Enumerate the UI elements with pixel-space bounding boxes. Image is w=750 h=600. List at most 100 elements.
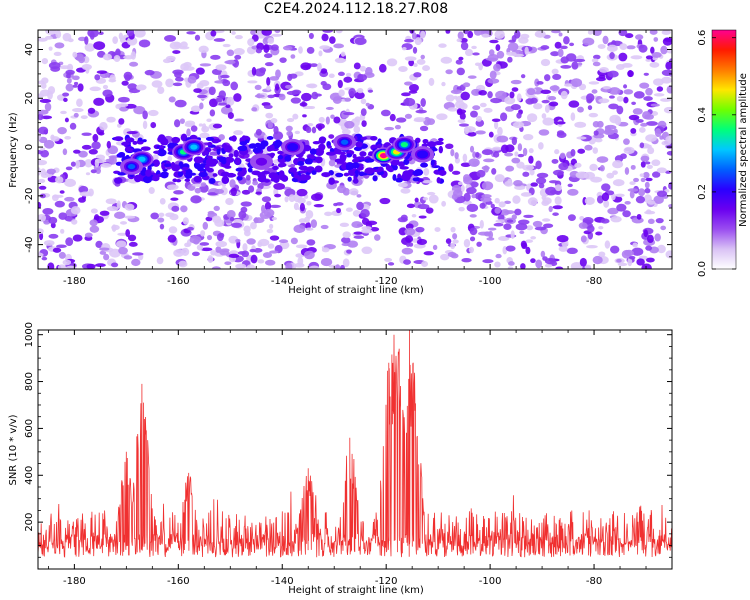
- heatmap-cell: [469, 236, 476, 242]
- heatmap-cell: [352, 209, 361, 217]
- heatmap-cell: [645, 177, 653, 182]
- heatmap-cell: [436, 177, 441, 184]
- heatmap-cell: [325, 151, 336, 156]
- heatmap-cell: [630, 55, 643, 60]
- heatmap-cell: [425, 207, 434, 214]
- heatmap-cell: [577, 106, 584, 113]
- heatmap-cell: [602, 86, 611, 90]
- heatmap-cell: [186, 128, 191, 137]
- heatmap-cell: [480, 196, 492, 203]
- heatmap-cell: [655, 217, 664, 224]
- heatmap-cell: [152, 154, 159, 162]
- heatmap-cell: [646, 257, 655, 263]
- heatmap-cell: [244, 139, 250, 144]
- heatmap-cell: [352, 178, 359, 184]
- heatmap-cell: [252, 180, 259, 186]
- heatmap-cell: [404, 113, 413, 119]
- heatmap-cell: [261, 204, 266, 214]
- heatmap-cell: [422, 180, 433, 184]
- heatmap-cell: [284, 155, 292, 162]
- heatmap-cell: [54, 200, 65, 208]
- heatmap-cell: [297, 157, 306, 163]
- heatmap-cell: [401, 46, 407, 51]
- heatmap-cell: [456, 67, 465, 76]
- heatmap-cell: [165, 212, 175, 218]
- heatmap-cell: [384, 126, 395, 131]
- heatmap-cell: [457, 181, 463, 186]
- x-tick-label: -120: [375, 576, 398, 587]
- heatmap-cell: [474, 62, 481, 67]
- heatmap-cell: [506, 51, 517, 56]
- heatmap-cell: [606, 44, 618, 53]
- heatmap-cell: [354, 169, 359, 177]
- heatmap-cell: [430, 159, 435, 166]
- heatmap-cell: [225, 197, 234, 206]
- heatmap-cell: [351, 158, 360, 164]
- heatmap-cell: [458, 56, 464, 61]
- heatmap-cell: [183, 61, 192, 68]
- heatmap-cell: [279, 57, 287, 63]
- heatmap-cell: [576, 136, 587, 140]
- heatmap-cell: [73, 81, 79, 86]
- heatmap-cell: [399, 166, 409, 170]
- heatmap-cell: [262, 252, 273, 258]
- heatmap-cell: [624, 167, 630, 175]
- heatmap-cell: [73, 112, 79, 118]
- heatmap-cell: [210, 30, 217, 37]
- heatmap-cell: [48, 46, 53, 51]
- heatmap-cell: [504, 200, 511, 205]
- heatmap-cell: [65, 237, 74, 247]
- heatmap-cell: [511, 87, 519, 92]
- heatmap-cell: [249, 248, 257, 253]
- heatmap-cell: [541, 99, 550, 104]
- heatmap-cell: [39, 232, 44, 241]
- heatmap-cell: [472, 52, 480, 56]
- heatmap-cell: [420, 30, 426, 39]
- heatmap-cell: [288, 167, 297, 173]
- heatmap-cell: [54, 42, 65, 49]
- heatmap-cell: [616, 258, 622, 263]
- heatmap-cell: [273, 125, 279, 135]
- heatmap-cell: [126, 30, 135, 37]
- heatmap-cell: [457, 119, 466, 124]
- heatmap-cell: [596, 120, 604, 128]
- heatmap-cell: [558, 32, 563, 37]
- heatmap-cell: [551, 30, 561, 34]
- heatmap-cell: [234, 35, 243, 40]
- heatmap-cell: [471, 45, 477, 50]
- heatmap-cell: [640, 177, 646, 183]
- heatmap-cell: [38, 252, 44, 258]
- heatmap-cell: [208, 177, 216, 185]
- heatmap-cell: [455, 59, 463, 65]
- heatmap-cell: [272, 165, 279, 171]
- heatmap-cell: [604, 240, 611, 249]
- heatmap-cell: [253, 217, 265, 224]
- heatmap-cell: [587, 225, 595, 233]
- heatmap-cell: [124, 215, 136, 219]
- heatmap-cell: [554, 196, 562, 205]
- heatmap-cell: [48, 61, 61, 70]
- heatmap-cell: [71, 219, 78, 225]
- heatmap-cell: [492, 146, 502, 151]
- heatmap-cell: [224, 261, 232, 266]
- y-tick-label: 200: [24, 513, 35, 532]
- heatmap-cell: [266, 85, 271, 91]
- heatmap-cell: [254, 84, 262, 90]
- heatmap-cell: [543, 223, 554, 228]
- heatmap-cell: [298, 218, 307, 224]
- heatmap-cell: [520, 192, 532, 197]
- heatmap-cell: [214, 138, 222, 143]
- heatmap-cell: [52, 194, 64, 199]
- heatmap-cell: [277, 155, 284, 160]
- heatmap-cell: [181, 166, 189, 171]
- heatmap-cell: [666, 150, 672, 156]
- heatmap-cell: [587, 105, 593, 111]
- heatmap-cell: [538, 129, 550, 136]
- heatmap-cell: [412, 46, 418, 54]
- heatmap-cell: [638, 44, 648, 53]
- heatmap-cell: [89, 86, 101, 92]
- heatmap-cell: [453, 95, 458, 100]
- heatmap-cell: [517, 143, 523, 152]
- heatmap-cell: [321, 33, 329, 42]
- heatmap-cell: [416, 238, 428, 246]
